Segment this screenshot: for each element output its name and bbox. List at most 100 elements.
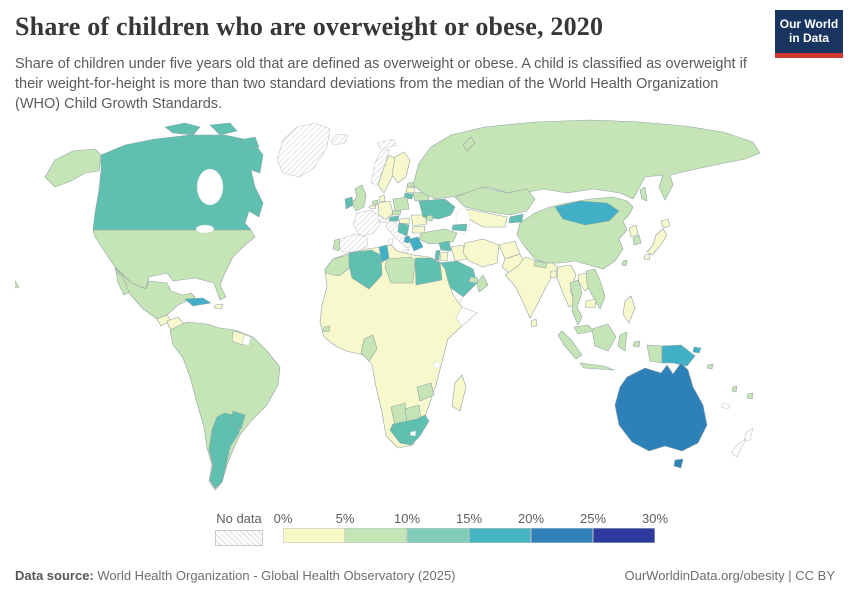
region-greece[interactable] [408, 236, 424, 252]
region-canada-arctic[interactable] [239, 136, 260, 150]
region-canada-arctic[interactable] [209, 122, 238, 136]
region-hungary[interactable] [398, 217, 411, 225]
region-south-america[interactable] [169, 321, 281, 491]
region-greenland[interactable] [276, 122, 331, 178]
region-syria[interactable] [438, 240, 452, 252]
region-north-korea[interactable] [628, 224, 639, 238]
legend-bin-5-10[interactable] [344, 528, 408, 543]
region-russia[interactable] [412, 119, 761, 201]
legend-bin-15-20[interactable] [468, 528, 532, 543]
region-tunisia[interactable] [378, 244, 390, 263]
region-new-zealand-south[interactable] [730, 438, 747, 458]
region-israel-lebanon[interactable] [434, 249, 441, 261]
region-sakhalin[interactable] [639, 186, 648, 202]
region-alaska[interactable] [44, 148, 102, 188]
region-germany[interactable] [377, 200, 394, 221]
region-iran[interactable] [462, 238, 500, 268]
region-moldova[interactable] [425, 214, 434, 222]
region-south-africa[interactable] [389, 414, 430, 446]
region-oman[interactable] [476, 274, 489, 293]
region-spain[interactable] [336, 233, 369, 253]
region-sub-saharan-africa[interactable] [319, 244, 478, 449]
region-france[interactable] [352, 209, 381, 237]
legend-bin-10-15[interactable] [406, 528, 470, 543]
legend-bin-25-30[interactable] [592, 528, 655, 543]
region-kazakhstan[interactable] [454, 186, 536, 216]
region-algeria[interactable] [348, 249, 383, 290]
license-link[interactable]: OurWorldinData.org/obesity | CC BY [624, 568, 836, 583]
region-hispaniola[interactable] [213, 303, 224, 310]
region-fiji[interactable] [746, 392, 754, 400]
region-cuba[interactable] [184, 297, 212, 307]
region-indonesia-java[interactable] [579, 362, 615, 371]
region-canada-arctic[interactable] [164, 122, 201, 136]
region-new-caledonia[interactable] [720, 402, 731, 410]
region-libya[interactable] [384, 256, 416, 284]
region-portugal[interactable] [332, 238, 341, 252]
region-netherlands[interactable] [371, 199, 379, 206]
region-japan-hokkaido[interactable] [660, 218, 671, 229]
region-solomon-islands[interactable] [706, 363, 714, 370]
region-united-kingdom[interactable] [351, 184, 367, 212]
region-indonesia-sulawesi[interactable] [617, 331, 628, 352]
region-guyana[interactable] [231, 330, 246, 346]
region-sierra-leone[interactable] [322, 325, 331, 333]
region-nepal[interactable] [533, 260, 548, 269]
region-madagascar[interactable] [451, 374, 467, 412]
region-indonesia-borneo[interactable] [591, 323, 617, 352]
region-papua-new-guinea[interactable] [661, 344, 696, 367]
region-ireland[interactable] [344, 196, 354, 210]
region-mongolia[interactable] [554, 200, 620, 226]
region-bulgaria[interactable] [411, 225, 426, 234]
legend-bin-0-5[interactable] [283, 528, 346, 543]
region-romania[interactable] [410, 214, 428, 227]
region-taiwan[interactable] [621, 259, 628, 267]
region-balkans[interactable] [397, 222, 410, 237]
region-japan[interactable] [646, 228, 668, 256]
region-south-korea[interactable] [632, 234, 642, 246]
region-novaya-zemlya[interactable] [462, 136, 476, 152]
region-philippines[interactable] [622, 295, 636, 324]
region-poland[interactable] [392, 196, 410, 212]
region-new-zealand-north[interactable] [743, 427, 754, 442]
region-argentina[interactable] [208, 412, 242, 489]
region-denmark[interactable] [378, 194, 386, 203]
region-switzerland[interactable] [379, 217, 388, 224]
region-japan-kyushu[interactable] [643, 253, 651, 261]
region-indonesia-moluccas[interactable] [632, 340, 641, 348]
region-suriname[interactable] [241, 334, 252, 347]
region-hawaii[interactable] [15, 280, 20, 289]
region-sri-lanka[interactable] [530, 318, 538, 328]
owid-logo[interactable]: Our World in Data [775, 10, 843, 58]
region-new-britain[interactable] [692, 346, 702, 354]
region-iraq[interactable] [450, 244, 468, 262]
region-svalbard[interactable] [376, 138, 398, 150]
region-thailand[interactable] [569, 279, 583, 326]
region-turkey[interactable] [418, 228, 458, 245]
region-australia[interactable] [614, 362, 708, 452]
legend-bin-20-25[interactable] [530, 528, 594, 543]
region-cambodia[interactable] [584, 298, 597, 309]
region-egypt[interactable] [414, 257, 443, 286]
region-zambia[interactable] [416, 382, 435, 402]
region-baja[interactable] [115, 270, 130, 296]
region-mexico[interactable] [114, 267, 196, 320]
region-cameroon-gabon[interactable] [360, 334, 378, 362]
region-vanuatu[interactable] [731, 385, 738, 393]
region-canada[interactable] [92, 134, 264, 231]
region-bangladesh[interactable] [549, 270, 558, 279]
region-finland[interactable] [391, 151, 411, 184]
region-tasmania[interactable] [673, 458, 684, 469]
region-austria[interactable] [388, 215, 400, 222]
region-latvia[interactable] [405, 186, 416, 194]
region-paraguay-uruguay[interactable] [230, 410, 246, 430]
legend-no-data-swatch[interactable] [215, 530, 263, 546]
region-vietnam[interactable] [585, 268, 606, 310]
region-somalia[interactable] [455, 306, 478, 327]
region-malaysia[interactable] [573, 324, 595, 335]
region-albania[interactable] [403, 235, 411, 244]
region-caucasus[interactable] [451, 223, 468, 232]
region-united-states[interactable] [92, 229, 256, 301]
region-belgium[interactable] [368, 204, 377, 210]
region-indonesia-sumatra[interactable] [557, 330, 583, 360]
